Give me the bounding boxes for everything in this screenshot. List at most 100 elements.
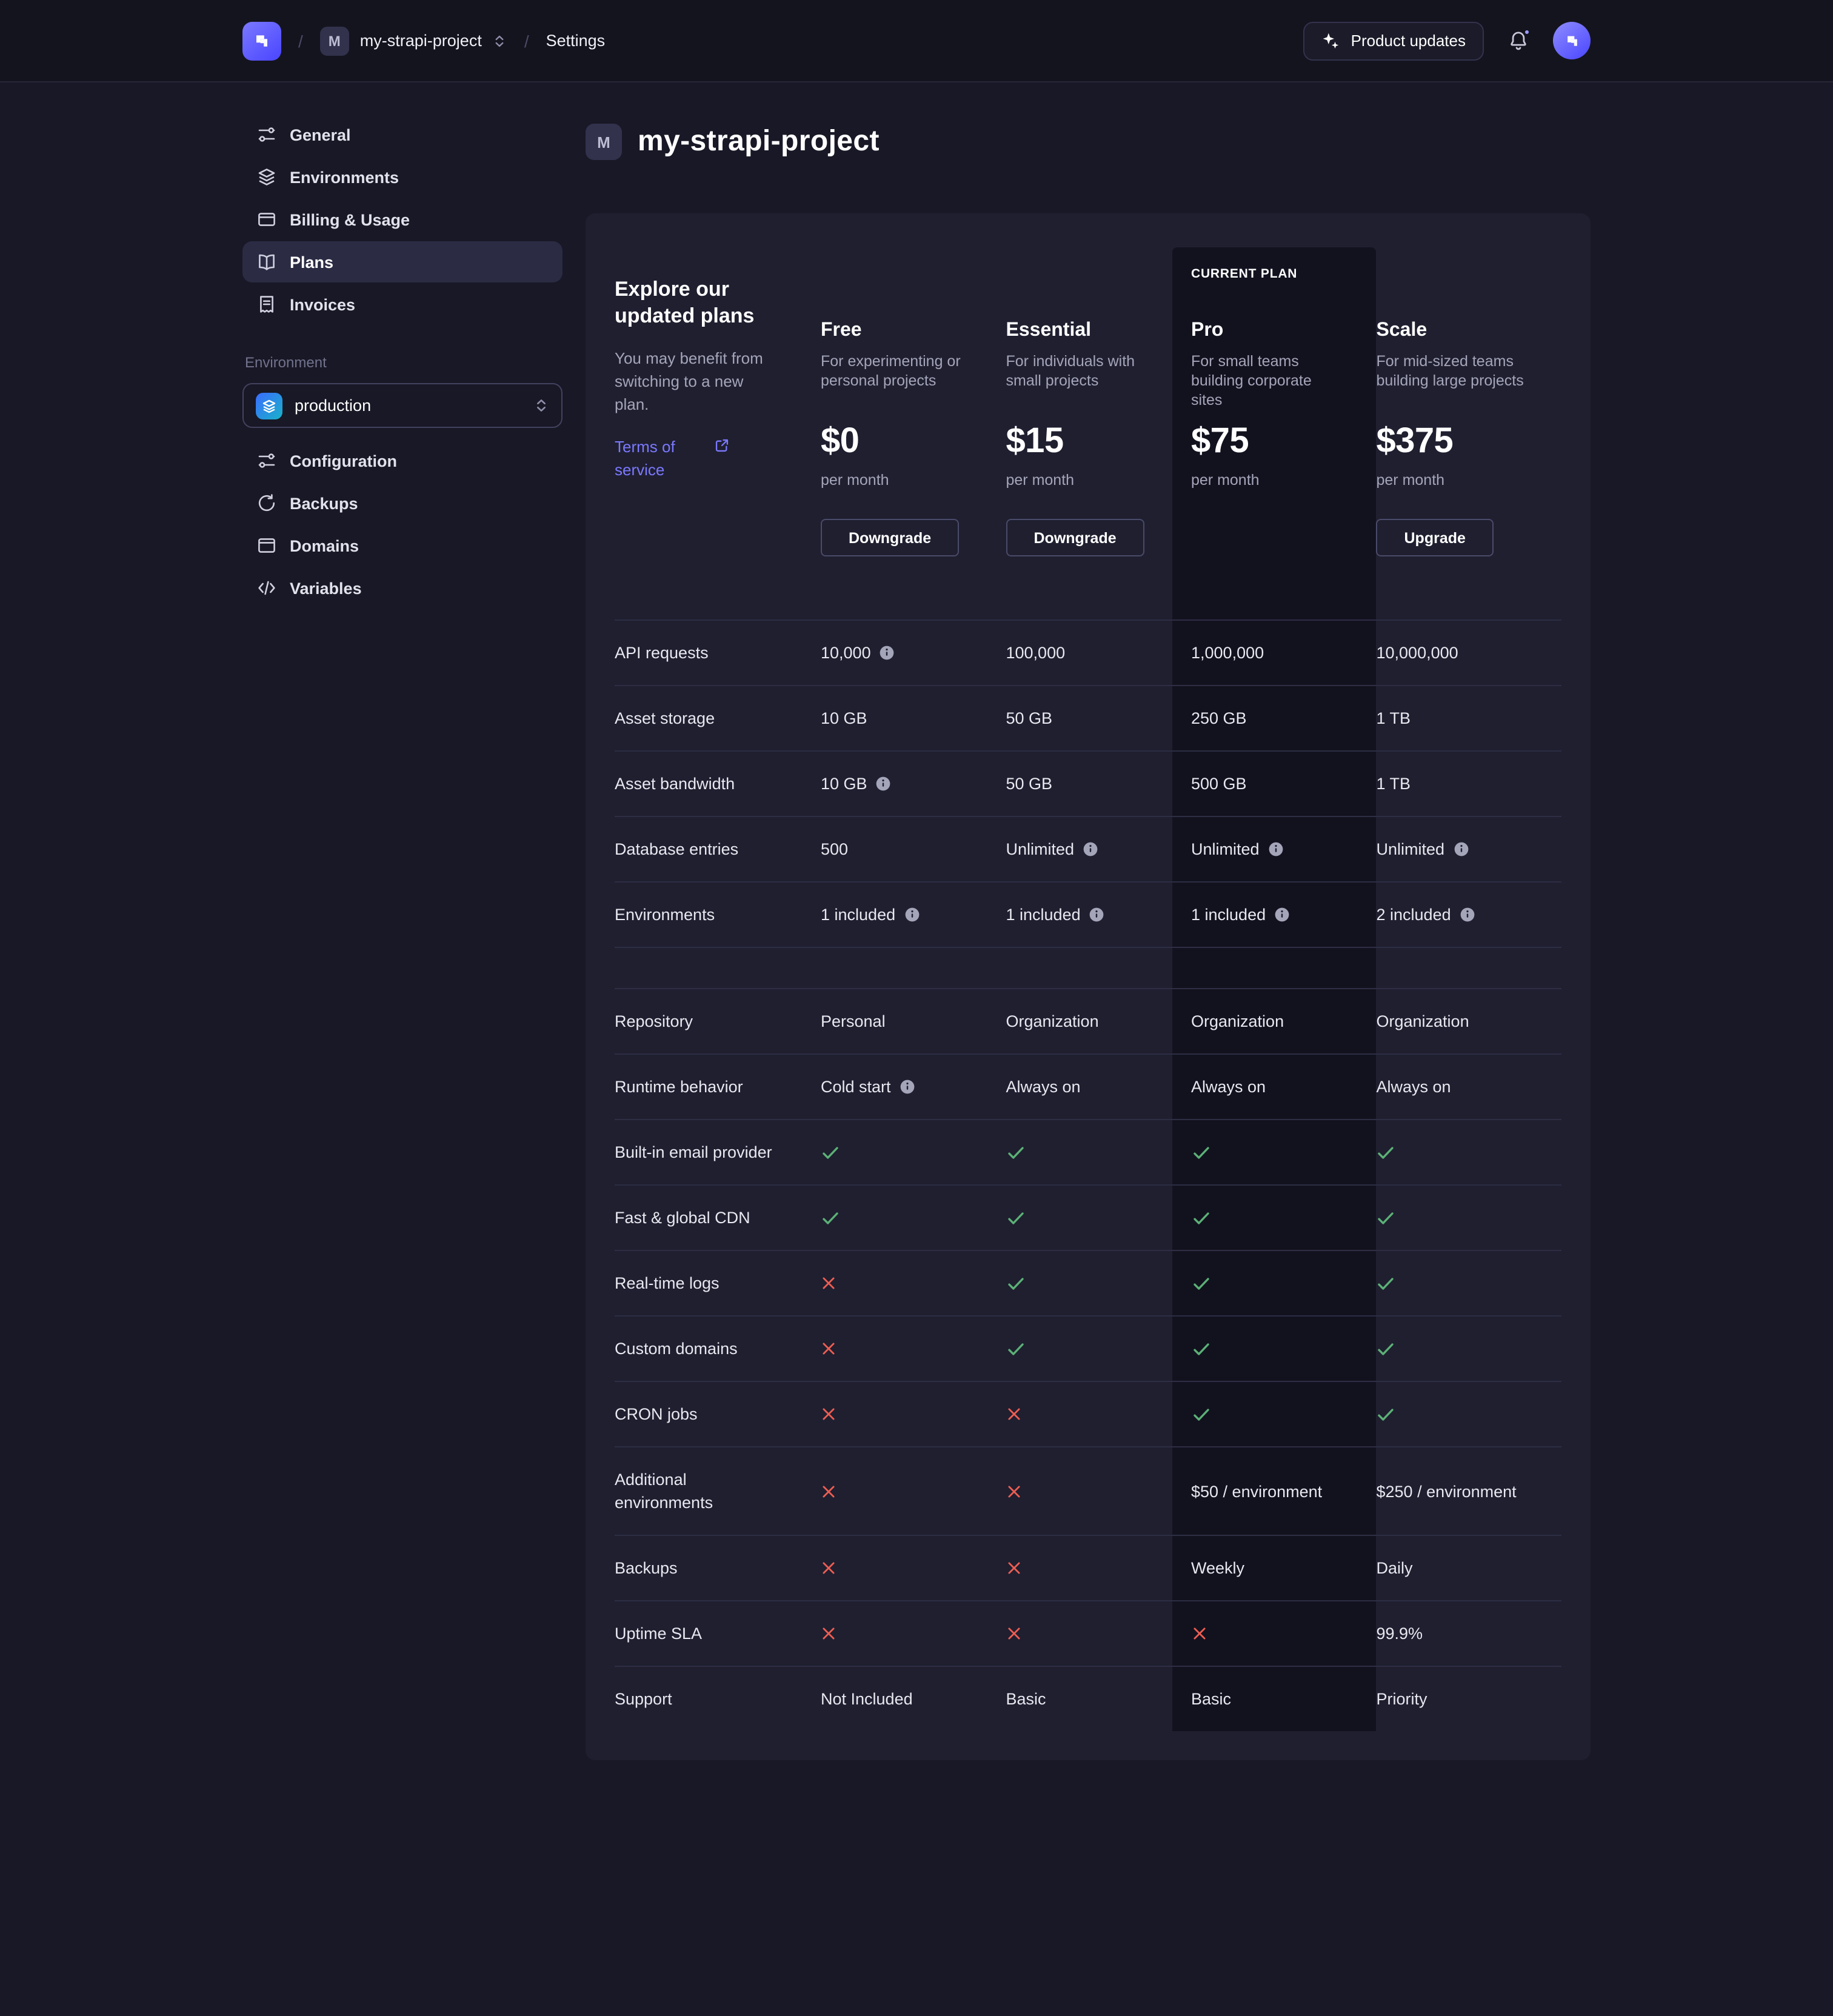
sidebar-item-invoices[interactable]: Invoices [242,284,563,325]
unfold-chevrons-icon [496,35,504,47]
cross-icon [823,1343,835,1355]
feature-label: Environments [615,881,821,947]
environment-icon [256,392,282,419]
feature-value [821,1381,1006,1446]
feature-value: 100,000 [1006,619,1191,685]
feature-value-text: Always on [1191,1078,1266,1096]
plan-price: $375 [1376,422,1454,461]
feature-value-text: Organization [1006,1012,1099,1030]
strapi-logo[interactable] [242,21,281,60]
info-icon[interactable] [1268,841,1284,857]
sidebar-item-label: Environments [290,168,399,186]
sidebar-item-label: Billing & Usage [290,210,410,229]
info-icon[interactable] [904,907,920,923]
upgrade-button-scale[interactable]: Upgrade [1376,519,1494,556]
feature-value: 250 GB [1172,685,1377,750]
feature-value [1006,1184,1191,1250]
info-icon[interactable] [1089,907,1105,923]
feature-label: Backups [615,1535,821,1600]
feature-value: 1,000,000 [1172,619,1377,685]
sidebar-item-label: Configuration [290,452,397,470]
table-section-spacer [615,947,821,988]
terms-of-service-link[interactable]: Terms of service [615,438,675,479]
info-icon[interactable] [876,776,892,792]
sidebar: General Environments Billing & Usage Pla… [242,82,563,610]
table-section-spacer [1006,947,1191,988]
feature-value-text: 1,000,000 [1191,644,1264,662]
bell-icon [1511,32,1526,50]
feature-value-text: 50 GB [1006,709,1053,727]
breadcrumb-project-switcher[interactable]: M my-strapi-project [319,26,507,55]
feature-value-text: Always on [1006,1078,1081,1096]
table-section-spacer [1376,947,1561,988]
info-icon[interactable] [1274,907,1290,923]
table-section-spacer [1172,947,1377,988]
sidebar-item-configuration[interactable]: Configuration [242,440,563,481]
check-icon [823,1212,838,1224]
check-icon [1378,1212,1394,1224]
sidebar-item-label: Invoices [290,295,356,313]
sidebar-item-variables[interactable]: Variables [242,567,563,609]
sidebar-item-billing-usage[interactable]: Billing & Usage [242,199,563,240]
feature-value-text: 100,000 [1006,644,1066,662]
feature-value: Personal [821,988,1006,1053]
info-icon[interactable] [1460,907,1475,923]
page-title: my-strapi-project [638,125,880,158]
sidebar-item-label: Domains [290,536,359,555]
plan-name: Pro [1191,320,1224,341]
product-updates-button[interactable]: Product updates [1303,21,1484,60]
feature-value [1006,1535,1191,1600]
plans-intro-title: Explore our updated plans [615,278,755,327]
sidebar-item-label: General [290,125,351,144]
feature-value-text: 10 GB [821,775,867,793]
sidebar-item-backups[interactable]: Backups [242,482,563,524]
feature-value: Daily [1376,1535,1561,1600]
downgrade-button-free[interactable]: Downgrade [821,519,960,556]
table-section-spacer [821,947,1006,988]
environment-section-label: Environment [245,354,327,371]
feature-value: Basic [1172,1666,1377,1731]
plan-name: Essential [1006,320,1092,341]
sidebar-item-plans[interactable]: Plans [242,241,563,282]
check-icon [1193,1408,1209,1420]
feature-value [821,1535,1006,1600]
plan-period: per month [821,472,889,489]
check-icon [1378,1146,1394,1158]
feature-value: 10 GB [821,685,1006,750]
book-icon [259,254,275,270]
feature-value [1172,1600,1377,1666]
info-icon[interactable] [880,645,895,661]
feature-label: Custom domains [615,1315,821,1381]
feature-value: 10,000,000 [1376,619,1561,685]
feature-value [1376,1250,1561,1315]
page-header: M my-strapi-project [586,124,1591,160]
plan-period: per month [1376,472,1445,489]
feature-value: Weekly [1172,1535,1377,1600]
info-icon[interactable] [1083,841,1098,857]
current-plan-badge: CURRENT PLAN [1191,267,1298,281]
notification-dot [1523,28,1531,36]
feature-value-text: 1 included [1191,906,1266,924]
environment-select[interactable]: production [242,383,563,428]
user-avatar[interactable] [1553,22,1591,59]
sparkles-icon [1323,33,1339,49]
sidebar-item-domains[interactable]: Domains [242,525,563,566]
feature-value-text: Daily [1376,1559,1413,1577]
downgrade-button-essential[interactable]: Downgrade [1006,519,1144,556]
info-icon[interactable] [1453,841,1469,857]
sidebar-item-environments[interactable]: Environments [242,156,563,198]
feature-label: Fast & global CDN [615,1184,821,1250]
cross-icon [1007,1485,1020,1497]
feature-value: 1 included [821,881,1006,947]
feature-value: Cold start [821,1053,1006,1119]
cross-icon [823,1485,835,1497]
info-icon[interactable] [900,1079,915,1095]
feature-value: Organization [1376,988,1561,1053]
feature-label: Asset storage [615,685,821,750]
feature-label: Built-in email provider [615,1119,821,1184]
notifications-button[interactable] [1508,28,1531,51]
feature-value [821,1315,1006,1381]
breadcrumb-settings[interactable]: Settings [546,32,606,50]
sidebar-item-general[interactable]: General [242,114,563,155]
